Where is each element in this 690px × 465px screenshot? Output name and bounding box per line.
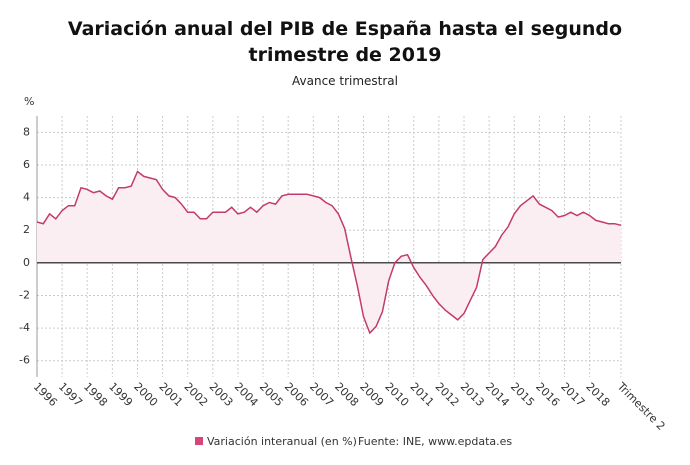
- x-tick-label: 2017: [558, 380, 587, 409]
- x-tick-label: 2000: [131, 380, 160, 409]
- x-tick-label: Trimestre 2: [614, 379, 668, 433]
- x-tick-label: 2011: [408, 380, 437, 409]
- legend-swatch: [195, 437, 203, 445]
- x-tick-label: 2016: [533, 380, 562, 409]
- x-tick-label: 2013: [458, 380, 487, 409]
- y-tick-label: 4: [23, 191, 30, 204]
- x-tick-label: 2012: [433, 380, 462, 409]
- x-tick-label: 2001: [156, 380, 185, 409]
- chart-subtitle: Avance trimestral: [292, 74, 398, 88]
- x-tick-label: 2008: [332, 380, 361, 409]
- y-tick-label: -2: [19, 288, 30, 301]
- x-tick-label: 2015: [508, 380, 537, 409]
- x-tick-label: 1999: [106, 380, 135, 409]
- x-tick-label: 2009: [357, 380, 386, 409]
- y-tick-label: -6: [19, 354, 30, 367]
- x-tick-label: 2004: [232, 380, 261, 409]
- area: [37, 171, 621, 333]
- y-tick-label: 8: [23, 125, 30, 138]
- y-tick-label: 2: [23, 223, 30, 236]
- x-tick-label: 2002: [181, 380, 210, 409]
- x-tick-label: 2003: [207, 380, 236, 409]
- x-tick-label: 2005: [257, 380, 286, 409]
- x-tick-label: 1998: [81, 380, 110, 409]
- x-tick-label: 1996: [31, 380, 60, 409]
- x-tick-label: 2014: [483, 380, 512, 409]
- legend-label: Variación interanual (en %): [207, 435, 357, 448]
- y-axis-unit: %: [24, 95, 34, 108]
- y-tick-label: 0: [23, 256, 30, 269]
- x-tick-label: 1997: [56, 380, 85, 409]
- y-tick-label: -4: [19, 321, 30, 334]
- y-tick-label: 6: [23, 158, 30, 171]
- source: Fuente: INE, www.epdata.es: [358, 435, 512, 448]
- chart-title: Variación anual del PIB de España hasta …: [67, 18, 623, 66]
- x-tick-label: 2007: [307, 380, 336, 409]
- x-tick-label: 2010: [382, 380, 411, 409]
- x-tick-label: 2006: [282, 380, 311, 409]
- x-tick-label: 2018: [583, 380, 612, 409]
- line: [36, 170, 622, 335]
